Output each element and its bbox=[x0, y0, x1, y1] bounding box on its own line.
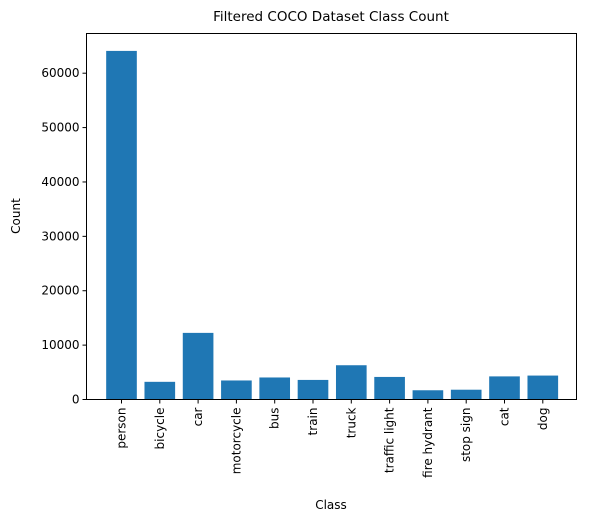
bar-car bbox=[182, 332, 214, 400]
bar-train bbox=[297, 379, 329, 400]
bar-bus bbox=[259, 377, 291, 400]
x-tick-label: traffic light bbox=[383, 407, 397, 473]
bar-truck bbox=[335, 365, 367, 400]
bar-stop-sign bbox=[450, 389, 482, 400]
x-tick-label: car bbox=[191, 407, 205, 426]
x-tick-label: stop sign bbox=[459, 408, 473, 463]
bars-group bbox=[106, 50, 559, 400]
chart-title: Filtered COCO Dataset Class Count bbox=[213, 9, 449, 25]
y-tick-label: 10000 bbox=[41, 338, 79, 352]
bar-traffic-light bbox=[374, 376, 405, 400]
y-axis-ticks: 0 10000 20000 30000 40000 50000 60000 bbox=[41, 66, 87, 407]
x-tick-label: bicycle bbox=[153, 408, 167, 450]
bar-fire-hydrant bbox=[412, 390, 444, 400]
x-axis-ticks: person bicycle car motorcycle bus train truck t… bbox=[115, 399, 550, 478]
y-tick-label: 60000 bbox=[41, 66, 79, 80]
x-tick-label: cat bbox=[498, 407, 512, 426]
y-tick-label: 30000 bbox=[41, 229, 79, 243]
bar-dog bbox=[527, 375, 559, 400]
bar-motorcycle bbox=[221, 380, 252, 400]
y-tick-label: 50000 bbox=[41, 121, 79, 135]
x-tick-label: bus bbox=[268, 408, 282, 429]
bar-person bbox=[106, 50, 137, 400]
x-tick-label: motorcycle bbox=[229, 408, 243, 475]
y-tick-label: 0 bbox=[72, 393, 80, 407]
bar-bicycle bbox=[144, 381, 176, 400]
y-tick-label: 40000 bbox=[41, 175, 79, 189]
x-tick-label: truck bbox=[344, 407, 358, 438]
plot-frame bbox=[86, 33, 577, 400]
y-tick-label: 20000 bbox=[41, 284, 79, 298]
y-axis-label: Count bbox=[9, 198, 23, 234]
x-tick-label: dog bbox=[536, 408, 550, 431]
x-tick-label: fire hydrant bbox=[421, 407, 435, 478]
bar-cat bbox=[489, 376, 520, 400]
x-tick-label: train bbox=[306, 408, 320, 436]
x-axis-label: Class bbox=[315, 498, 347, 512]
x-tick-label: person bbox=[115, 408, 129, 449]
